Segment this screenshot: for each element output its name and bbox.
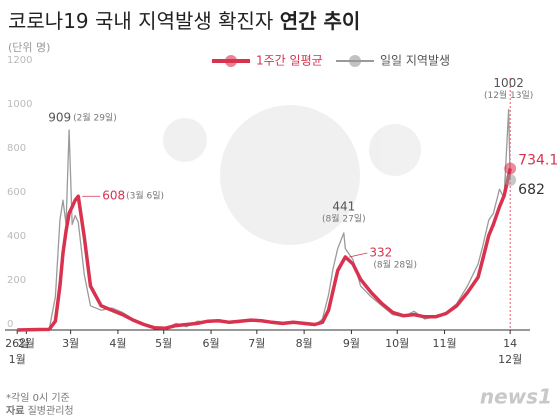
y-tick-label: 400 bbox=[7, 231, 26, 242]
x-tick-label: 11월 bbox=[432, 337, 456, 350]
annotation-value: 1002 bbox=[493, 76, 524, 90]
y-tick-label: 1000 bbox=[7, 99, 32, 110]
x-tick-label: 14 bbox=[503, 337, 517, 350]
source-name: 질병관리청 bbox=[28, 405, 74, 417]
x-tick-label: 2월 bbox=[18, 337, 35, 350]
series-line bbox=[17, 168, 512, 332]
x-tick-label: 26일 bbox=[5, 336, 29, 350]
source: 자료 질병관리청 bbox=[6, 404, 74, 417]
x-tick-label: 3월 bbox=[62, 337, 79, 350]
y-tick-label: 800 bbox=[7, 143, 26, 154]
legend-label: 일일 지역발생 bbox=[380, 54, 450, 68]
annotation-value: 332 bbox=[369, 245, 392, 259]
x-tick-label: 6월 bbox=[202, 337, 219, 350]
annotation-value: 734.1 bbox=[518, 152, 558, 168]
annotation-value: 682 bbox=[518, 182, 545, 198]
end-dot bbox=[504, 173, 517, 186]
annotation-leader bbox=[349, 252, 368, 258]
unit-label: (단위 명) bbox=[8, 41, 50, 54]
y-tick-label: 0 bbox=[7, 319, 13, 330]
footnote: *각일 0시 기준 bbox=[6, 392, 70, 404]
x-tick-label: 4월 bbox=[109, 337, 126, 350]
legend-label: 1주간 일평균 bbox=[256, 54, 323, 68]
annotation-value: 909 bbox=[48, 111, 71, 125]
annotation-date: (3월 6일) bbox=[126, 190, 164, 202]
y-tick-label: 200 bbox=[7, 275, 26, 286]
end-dot bbox=[504, 162, 517, 175]
chart-title: 코로나19 국내 지역발생 확진자 연간 추이 bbox=[8, 9, 360, 33]
title-main: 코로나19 국내 지역발생 확진자 bbox=[8, 9, 273, 33]
annotation-date: (8월 28일) bbox=[373, 258, 417, 270]
source-label: 자료 bbox=[6, 404, 24, 417]
logo: news1 bbox=[480, 385, 552, 409]
x-tick-label: 10월 bbox=[385, 337, 409, 350]
title-bold: 연간 추이 bbox=[280, 9, 361, 33]
annotation-date: (2월 29일) bbox=[73, 112, 117, 124]
annotation-value: 608 bbox=[102, 189, 125, 203]
x-tick-label: 5월 bbox=[155, 337, 172, 350]
x-tick-label: 7월 bbox=[248, 337, 265, 350]
y-tick-label: 1200 bbox=[7, 55, 32, 66]
y-tick-label: 600 bbox=[7, 187, 26, 198]
x-tick-sublabel: 1월 bbox=[9, 353, 26, 366]
annotation-date: (12월 13일) bbox=[484, 89, 533, 101]
annotation-value: 441 bbox=[332, 199, 355, 213]
x-tick-label: 8월 bbox=[296, 337, 313, 350]
x-tick-label: 9월 bbox=[343, 337, 360, 350]
legend-dot bbox=[349, 55, 361, 67]
annotation-date: (8월 27일) bbox=[322, 212, 366, 224]
x-tick-sublabel: 12월 bbox=[498, 353, 522, 366]
virus-decoration bbox=[163, 105, 421, 245]
legend-dot bbox=[225, 55, 237, 67]
